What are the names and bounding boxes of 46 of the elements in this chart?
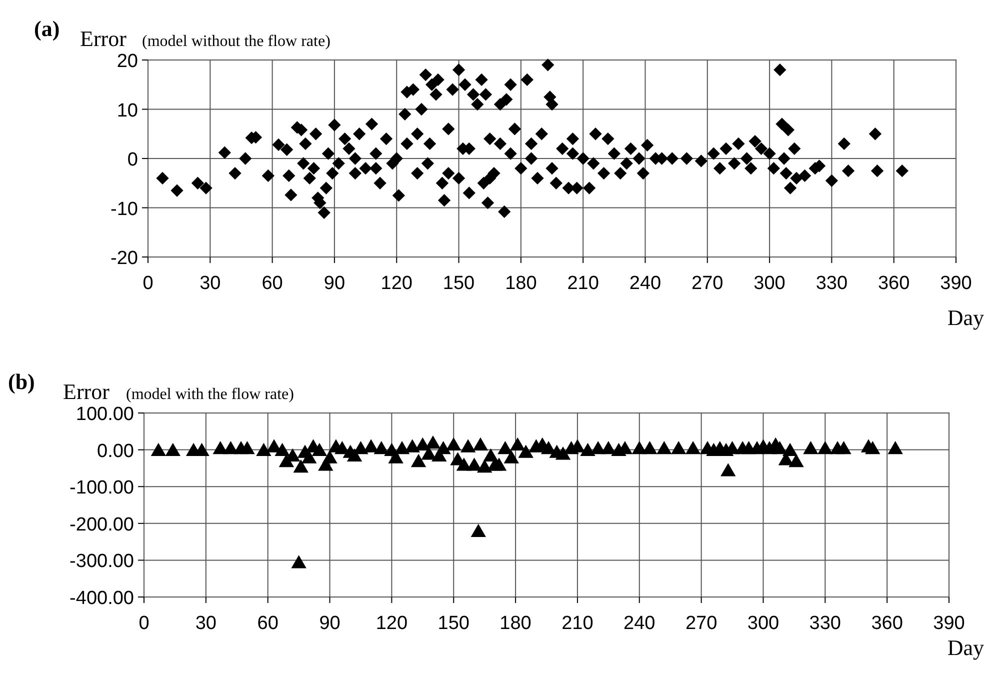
x-tick-label: 390 <box>933 613 965 634</box>
x-axis-title: Day <box>947 305 984 330</box>
y-tick-label: 100.00 <box>76 404 134 425</box>
y-tick-label: 0.00 <box>97 440 134 462</box>
y-tick-label: -100.00 <box>70 478 134 499</box>
x-tick-label: 0 <box>142 273 154 294</box>
x-tick-label: 330 <box>809 613 842 634</box>
x-tick-label: 180 <box>505 273 537 294</box>
y-tick-label: 0 <box>127 150 138 170</box>
y-axis-title: Error <box>80 26 128 51</box>
y-tick-label: -10 <box>110 198 138 220</box>
y-tick-label: -400.00 <box>70 588 134 609</box>
chart-subtitle: (model without the flow rate) <box>142 33 330 50</box>
x-tick-label: 210 <box>562 613 594 634</box>
x-tick-label: 60 <box>262 273 283 294</box>
x-tick-label: 240 <box>629 273 662 294</box>
x-tick-label: 270 <box>692 273 724 294</box>
x-tick-label: 240 <box>624 613 656 634</box>
x-tick-label: 120 <box>380 273 412 294</box>
x-tick-label: 390 <box>940 273 972 294</box>
x-tick-label: 120 <box>376 613 408 634</box>
y-tick-label: -20 <box>110 248 138 269</box>
y-axis-title: Error <box>63 379 110 404</box>
x-tick-label: 210 <box>567 273 599 294</box>
x-tick-label: 360 <box>871 613 903 634</box>
x-tick-label: 60 <box>257 613 278 634</box>
x-tick-label: 150 <box>438 613 470 634</box>
x-tick-label: 300 <box>754 273 786 294</box>
x-tick-label: 180 <box>500 613 532 634</box>
y-tick-label: 10 <box>116 100 138 122</box>
x-tick-label: 330 <box>816 273 848 294</box>
x-tick-label: 30 <box>195 613 216 634</box>
x-tick-label: 300 <box>747 613 780 634</box>
y-tick-label: -300.00 <box>70 551 134 572</box>
chart-title: (a) <box>34 16 60 41</box>
chart-title: (b) <box>8 369 35 394</box>
x-tick-label: 90 <box>319 613 340 634</box>
y-tick-label: -200.00 <box>70 514 134 536</box>
x-tick-label: 150 <box>442 273 475 294</box>
chart-subtitle: (model with the flow rate) <box>126 386 294 403</box>
x-axis-title: Day <box>947 635 984 660</box>
x-tick-label: 90 <box>324 273 346 294</box>
y-tick-label: 20 <box>116 51 138 72</box>
x-tick-label: 270 <box>685 613 718 634</box>
x-tick-label: 30 <box>200 273 221 294</box>
x-tick-label: 360 <box>878 273 910 294</box>
